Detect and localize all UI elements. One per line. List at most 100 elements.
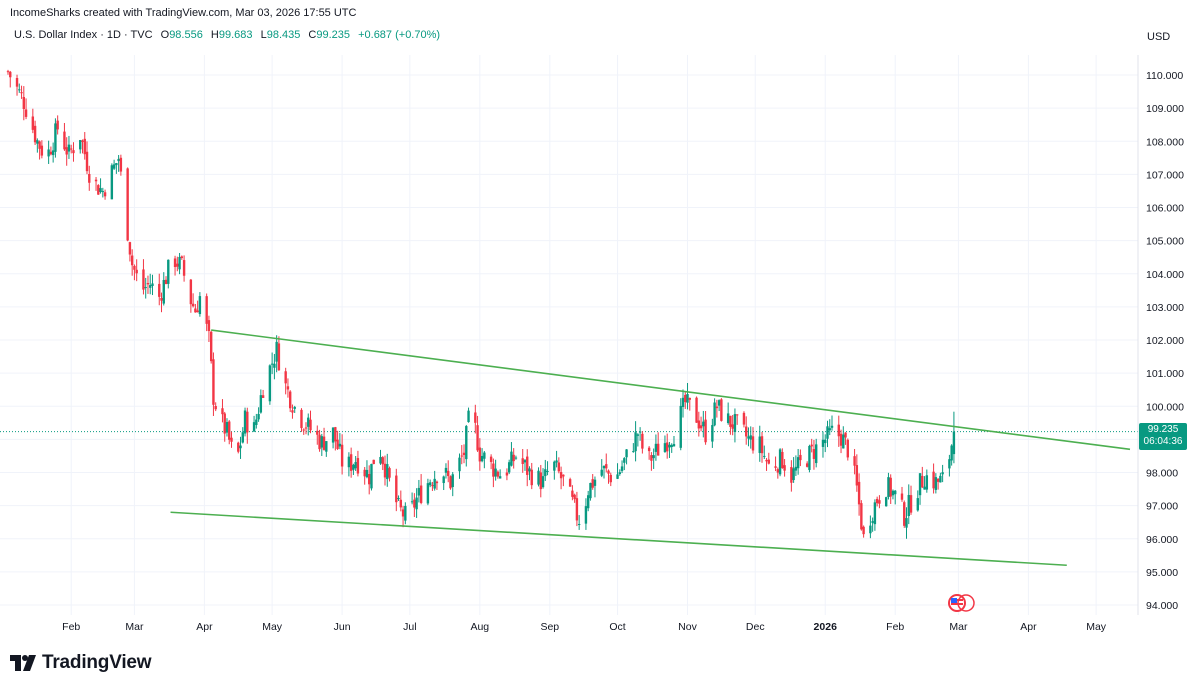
candle-body[interactable] [261,395,265,398]
candle-body[interactable] [573,494,576,500]
candle-body[interactable] [650,455,653,461]
candle-body[interactable] [221,408,224,415]
candle-body[interactable] [352,464,355,470]
candle-body[interactable] [776,469,780,473]
candle-body[interactable] [900,493,904,500]
candle-body[interactable] [810,444,813,447]
candle-body[interactable] [541,476,545,488]
candle-body[interactable] [781,451,784,469]
candle-body[interactable] [537,470,540,485]
candle-body[interactable] [846,439,850,458]
candle-body[interactable] [33,125,37,143]
candle-body[interactable] [336,439,339,449]
candle-body[interactable] [521,458,524,464]
candle-body[interactable] [514,457,518,459]
trendlines[interactable] [170,329,1131,567]
candle-body[interactable] [51,150,55,156]
candle-body[interactable] [83,138,86,155]
candle-body[interactable] [15,78,19,87]
candle-body[interactable] [417,487,421,496]
candle-body[interactable] [623,458,626,463]
candle-body[interactable] [164,279,168,285]
candle-body[interactable] [97,185,100,195]
candle-body[interactable] [6,71,10,73]
candle-body[interactable] [70,148,73,150]
candle-body[interactable] [36,140,39,144]
candle-body[interactable] [941,472,944,475]
candle-body[interactable] [300,409,303,429]
candle-body[interactable] [921,475,924,488]
candle-body[interactable] [875,498,879,504]
candle-body[interactable] [607,470,610,474]
candle-body[interactable] [207,320,211,332]
candle-body[interactable] [887,477,890,498]
candle-body[interactable] [275,341,278,362]
candle-body[interactable] [320,436,323,448]
candle-body[interactable] [778,449,782,475]
candle-body[interactable] [119,157,123,172]
candle-body[interactable] [246,411,249,433]
candle-body[interactable] [18,89,21,91]
candle-body[interactable] [936,478,940,482]
candle-body[interactable] [774,466,777,468]
candle-body[interactable] [799,454,802,461]
candle-body[interactable] [399,499,403,508]
candle-body[interactable] [625,449,628,458]
candle-body[interactable] [745,426,748,437]
candle-body[interactable] [31,116,35,130]
candle-body[interactable] [309,419,312,431]
candle-body[interactable] [589,482,592,499]
candle-body[interactable] [948,459,951,469]
candle-body[interactable] [647,447,651,452]
candle-body[interactable] [686,394,689,403]
candle-body[interactable] [923,486,926,490]
candle-body[interactable] [507,462,511,473]
candle-body[interactable] [255,419,258,425]
candle-body[interactable] [349,454,353,471]
candle-body[interactable] [397,498,400,500]
candle-body[interactable] [735,414,739,416]
candle-body[interactable] [347,456,351,468]
candle-body[interactable] [652,455,655,459]
candle-body[interactable] [783,465,786,471]
candle-body[interactable] [209,331,213,362]
candle-body[interactable] [85,151,89,172]
candle-body[interactable] [162,280,165,304]
candle-body[interactable] [370,463,373,489]
candle-body[interactable] [939,475,942,483]
candle-body[interactable] [428,482,432,486]
candle-body[interactable] [318,434,321,450]
candle-body[interactable] [316,430,319,435]
candle-body[interactable] [593,479,597,486]
candle-body[interactable] [742,412,746,425]
candles[interactable] [6,69,956,539]
candle-body[interactable] [189,279,193,305]
candle-body[interactable] [474,412,477,423]
candle-body[interactable] [24,109,28,117]
candle-body[interactable] [230,437,233,442]
candle-body[interactable] [616,474,619,479]
candle-body[interactable] [871,521,874,523]
candle-body[interactable] [824,439,827,444]
candle-body[interactable] [65,147,68,155]
candle-body[interactable] [56,120,59,130]
candle-body[interactable] [654,443,658,452]
candle-body[interactable] [733,414,737,433]
candle-body[interactable] [259,395,263,413]
candle-body[interactable] [270,363,274,365]
candle-body[interactable] [401,509,405,517]
candle-body[interactable] [794,466,798,471]
candle-body[interactable] [729,415,732,427]
candle-body[interactable] [808,446,811,470]
candle-body[interactable] [277,343,281,371]
candle-body[interactable] [489,456,493,462]
candle-body[interactable] [386,464,389,480]
candle-body[interactable] [237,442,240,452]
candle-body[interactable] [765,459,768,462]
candle-body[interactable] [557,462,561,472]
candle-body[interactable] [828,428,831,431]
candle-body[interactable] [146,282,150,285]
candle-body[interactable] [704,419,707,443]
candle-body[interactable] [571,490,574,497]
candle-body[interactable] [815,444,818,464]
